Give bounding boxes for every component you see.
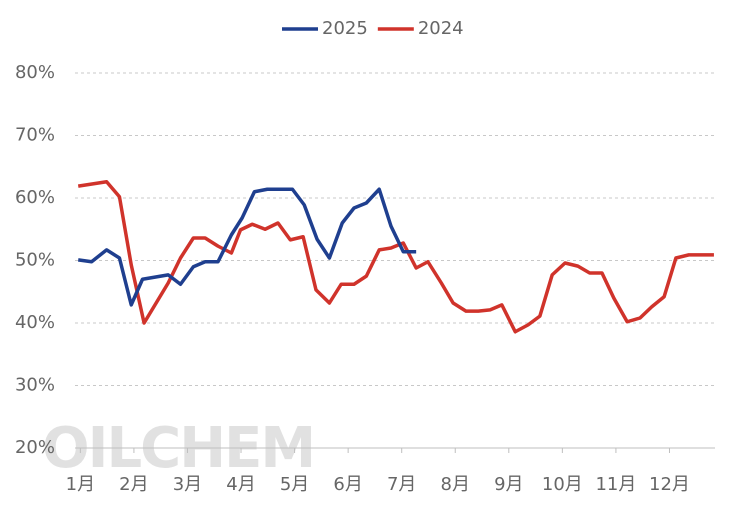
legend-label: 2024 bbox=[418, 18, 464, 39]
y-tick-label: 30% bbox=[15, 375, 55, 396]
y-tick-label: 50% bbox=[15, 250, 55, 271]
y-tick-label: 80% bbox=[15, 62, 55, 83]
y-tick-label: 40% bbox=[15, 312, 55, 333]
y-tick-label: 70% bbox=[15, 125, 55, 146]
x-tick-label: 9月 bbox=[494, 474, 523, 495]
x-tick-label: 1月 bbox=[66, 474, 95, 495]
y-tick-label: 20% bbox=[15, 437, 55, 458]
watermark: OILCHEM bbox=[42, 416, 314, 481]
series-line bbox=[77, 187, 417, 307]
legend-label: 2025 bbox=[322, 18, 368, 39]
x-tick-label: 12月 bbox=[649, 474, 690, 495]
x-tick-label: 10月 bbox=[542, 474, 583, 495]
series-line bbox=[77, 180, 714, 334]
x-tick-label: 11月 bbox=[595, 474, 636, 495]
x-tick-label: 4月 bbox=[226, 474, 255, 495]
x-tick-label: 8月 bbox=[441, 474, 470, 495]
y-tick-label: 60% bbox=[15, 187, 55, 208]
x-tick-label: 5月 bbox=[280, 474, 309, 495]
x-tick-label: 3月 bbox=[173, 474, 202, 495]
x-tick-label: 2月 bbox=[119, 474, 148, 495]
x-tick-label: 6月 bbox=[333, 474, 362, 495]
x-tick-label: 7月 bbox=[387, 474, 416, 495]
